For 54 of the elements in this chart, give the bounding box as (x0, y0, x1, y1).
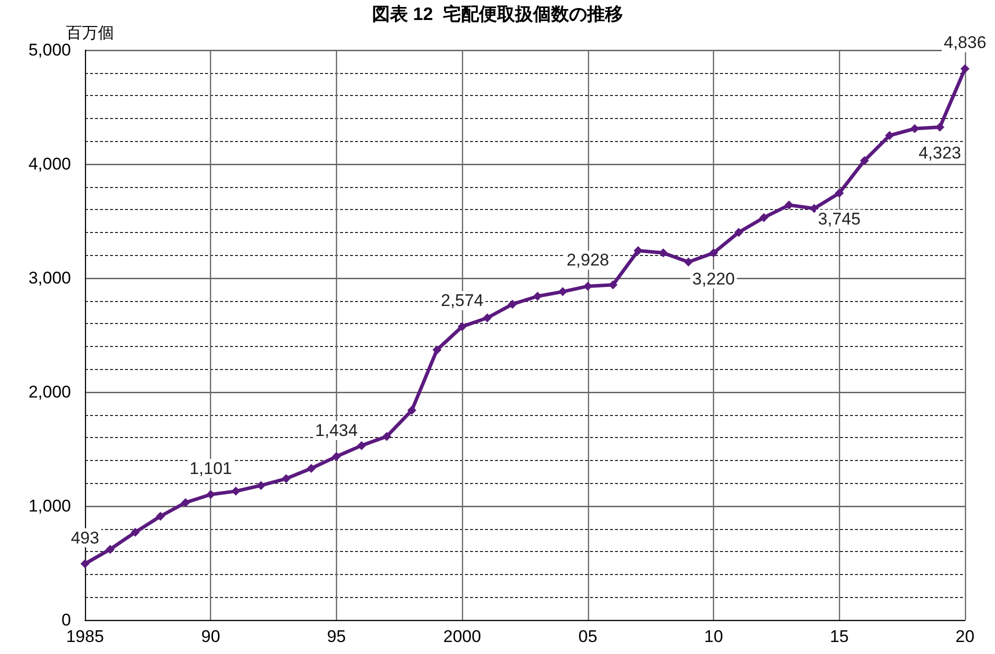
point (130, 528, 140, 537)
x-tick-label: 90 (201, 627, 220, 646)
y-tick-label: 3,000 (28, 268, 71, 288)
y-tick-label: 1,000 (28, 496, 71, 516)
point (508, 300, 517, 309)
point (156, 512, 165, 521)
point (734, 228, 744, 237)
x-tick-label: 1985 (66, 627, 104, 646)
point (332, 452, 341, 462)
point (106, 544, 115, 554)
data-label: 4,836 (944, 33, 986, 52)
point (885, 131, 894, 140)
y-tick-label: 0 (62, 610, 71, 630)
x-tick-label: 2000 (443, 627, 482, 646)
point (834, 188, 844, 198)
x-tick-label: 15 (830, 627, 849, 646)
point (80, 559, 90, 568)
point (357, 441, 366, 450)
data-label: 493 (70, 528, 100, 548)
data-label: 3,220 (692, 269, 735, 288)
data-label: 1,434 (315, 421, 358, 440)
data-label: 3,745 (818, 210, 861, 229)
data-label: 2,928 (566, 250, 610, 270)
point (709, 248, 718, 258)
point (533, 292, 542, 301)
y-tick-label: 2,000 (28, 382, 71, 402)
chart-title: 図表 12 宅配便取扱個数の推移 (372, 4, 624, 24)
x-tick-label: 10 (704, 627, 724, 646)
x-tick-label: 05 (578, 627, 598, 646)
point (407, 406, 416, 415)
y-tick-label: 4,000 (28, 154, 71, 174)
x-tick-label: 20 (956, 627, 974, 646)
point (306, 464, 316, 473)
point (482, 313, 492, 322)
x-tick-label: 95 (326, 627, 346, 646)
point (181, 498, 190, 508)
point (684, 258, 693, 267)
point (382, 432, 392, 441)
data-label: 4,323 (918, 144, 962, 163)
point (810, 204, 819, 213)
point (759, 213, 768, 222)
point (860, 156, 869, 166)
data-label: 2,574 (440, 291, 484, 310)
point (206, 490, 216, 499)
point (458, 322, 467, 332)
point (960, 64, 970, 74)
point (784, 200, 794, 210)
point (558, 287, 568, 296)
point (282, 474, 291, 484)
y-axis-title: 百万個 (66, 25, 114, 42)
point (256, 480, 266, 490)
y-tick-label: 5,000 (28, 40, 71, 60)
point (432, 345, 442, 354)
data-label: 1,101 (189, 458, 232, 478)
